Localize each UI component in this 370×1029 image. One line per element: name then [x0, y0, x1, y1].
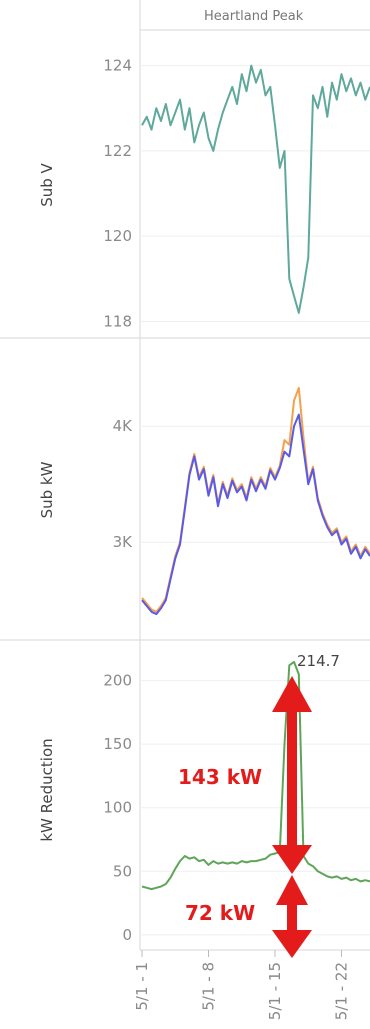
y-tick-label: 50	[113, 862, 132, 880]
lower-arrow-head-top	[276, 875, 308, 905]
chart-header-title: Heartland Peak	[204, 9, 304, 24]
sub-kw-axis-title: Sub kW	[38, 461, 56, 518]
panel3-grid: 0 50 100 150 200	[103, 672, 370, 944]
reduction-arrows	[272, 676, 312, 958]
y-tick-label: 3K	[113, 533, 134, 551]
annotation-72-kw: 72 kW	[185, 901, 255, 925]
y-tick-label: 120	[103, 227, 132, 245]
series-line-1	[141, 64, 370, 314]
panel2-grid: 3K 4K	[113, 417, 370, 551]
kw-reduction-axis-title: kW Reduction	[38, 738, 56, 841]
panel2-series	[141, 386, 370, 616]
y-tick-label: 0	[122, 926, 132, 944]
panel3-series	[141, 660, 370, 891]
lower-arrow-head-bottom	[272, 930, 312, 958]
x-tick-label: 5/1 - 22	[333, 962, 351, 1020]
y-tick-label: 200	[103, 672, 132, 690]
panel1-series	[141, 64, 370, 314]
x-tick-label: 5/1 - 1	[133, 962, 151, 1011]
upper-arrow-head-bottom	[272, 845, 312, 874]
annotation-143-kw: 143 kW	[178, 765, 262, 789]
sub-v-axis-title: Sub V	[38, 162, 56, 206]
series-line-1	[141, 386, 370, 613]
y-tick-label: 118	[103, 312, 132, 330]
panel1-grid: 118 120 122 124	[103, 57, 370, 330]
y-tick-label: 124	[103, 57, 132, 75]
peak-value-label: 214.7	[297, 652, 340, 670]
y-tick-label: 150	[103, 735, 132, 753]
y-tick-label: 122	[103, 142, 132, 160]
y-tick-label: 100	[103, 799, 132, 817]
x-tick-label: 5/1 - 15	[266, 962, 284, 1020]
x-axis-ticks: 5/1 - 1 5/1 - 8 5/1 - 15 5/1 - 22	[133, 950, 351, 1020]
y-tick-label: 4K	[113, 417, 134, 435]
upper-arrow-head-top	[272, 676, 312, 712]
series-line-2	[141, 413, 370, 616]
x-tick-label: 5/1 - 8	[200, 962, 218, 1011]
series-line-1	[141, 660, 370, 891]
